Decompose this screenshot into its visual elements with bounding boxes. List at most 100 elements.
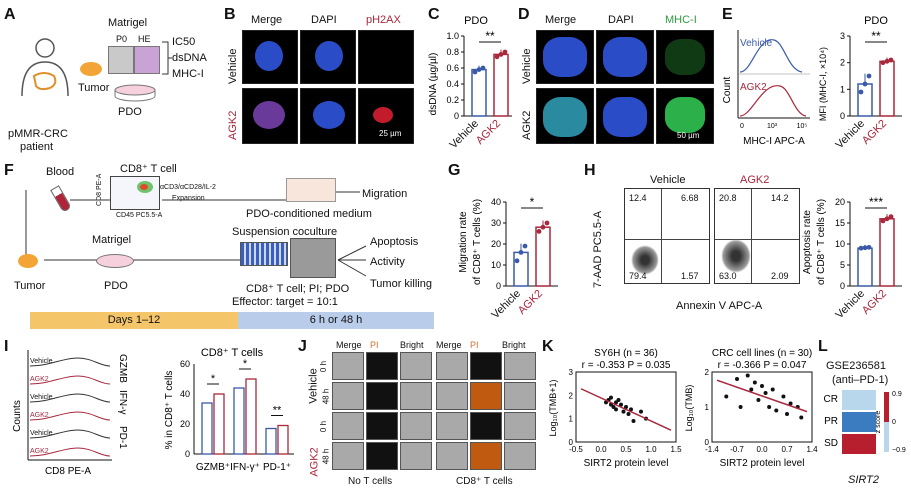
j-image-cell: [436, 382, 468, 410]
j-image-cell: [504, 412, 536, 440]
b-img-dapi-agk2: [300, 88, 356, 144]
j-image-cell: [504, 382, 536, 410]
h-vehicle-title: Vehicle: [650, 174, 686, 186]
l-scale-tick: 0.9: [892, 391, 902, 398]
i-row-label: AGK2: [30, 448, 49, 455]
k-point: [619, 402, 623, 407]
j-with-t-label: CD8⁺ T cells: [456, 476, 513, 487]
k-point: [749, 387, 754, 392]
i-ytick: 40: [180, 389, 190, 399]
readout-dsdna: dsDNA: [172, 52, 207, 64]
f-expansion: Expansion: [172, 195, 205, 202]
y-tick-label: 2: [840, 58, 845, 68]
y-tick-label: 10: [491, 260, 501, 270]
k-frame: [575, 371, 677, 443]
i-category: IFN-γ⁺: [230, 462, 260, 473]
j-col-label: Bright: [400, 340, 424, 350]
i-hist-curve: [29, 357, 111, 367]
l-scale-tick: 0: [892, 419, 896, 426]
h-agk2-q1: 20.8: [719, 193, 737, 203]
k-point: [738, 405, 743, 409]
facs-plot: [110, 176, 160, 210]
f-coculture: Suspension coculture: [232, 226, 338, 238]
d-img-dapi-agk2: [596, 88, 654, 144]
b-img-merge-veh: [242, 30, 298, 84]
k-point: [621, 409, 626, 414]
l-row-label: CR: [824, 394, 838, 405]
data-point: [472, 69, 478, 75]
k-ytick: 3: [569, 368, 574, 377]
h-agk2-q3: 63.0: [719, 271, 737, 281]
y-tick-label: 0.2: [446, 95, 459, 105]
k-point: [785, 412, 789, 416]
readout-mhc1: MHC-I: [172, 68, 204, 80]
j-image-cell: [504, 352, 536, 380]
f-legend: CD8⁺ T cell; PI; PDO: [246, 283, 350, 295]
category-label: AGK2: [860, 118, 889, 147]
k-stats: r = -0.366 P = 0.047: [718, 360, 807, 371]
f-killing: Tumor killing: [370, 278, 432, 290]
k-xtick: 0.7: [781, 445, 793, 454]
k-xlabel: SIRT2 protein level: [584, 458, 669, 469]
readout-ic50: IC50: [172, 36, 196, 48]
k-ytick: 2: [569, 391, 574, 400]
h-agk2-title: AGK2: [740, 174, 770, 186]
j-image-cell: [470, 442, 502, 470]
f-apoptosis: Apoptosis: [370, 236, 419, 248]
k-point: [774, 408, 779, 413]
j-group-vehicle: Vehicle: [307, 368, 320, 404]
i-bar-agk2: [277, 424, 289, 455]
panel-label-l: L: [818, 338, 828, 355]
e-xtick: 10³: [767, 123, 778, 130]
f-pdo: PDO: [104, 280, 128, 292]
j-image-cell: [400, 382, 432, 410]
panel-label-h: H: [584, 162, 596, 179]
f-cd8: CD8⁺ T cell: [120, 163, 177, 175]
e-xtick: 10⁵: [797, 123, 808, 130]
e-ylabel: MFI (MHC-I, ×10⁴): [818, 47, 828, 121]
b-col-dapi: DAPI: [311, 14, 337, 26]
k-point: [614, 407, 618, 412]
b-row-vehicle: Vehicle: [227, 48, 239, 84]
j-image-cell: [332, 442, 364, 470]
y-tick-label: 30: [491, 218, 501, 228]
k-stats: r = -0.353 P = 0.035: [582, 360, 671, 371]
k-xtick: 1.4: [806, 445, 818, 454]
i-row-label: Vehicle: [30, 358, 53, 365]
k-point: [639, 409, 643, 414]
k-frame: [711, 371, 813, 443]
i-ylabel: % in CD8⁺ T cells: [164, 371, 175, 450]
category-label: Vehicle: [834, 288, 868, 322]
sig-label: ***: [869, 195, 883, 209]
k-xtick: -0.5: [569, 445, 583, 454]
y-tick-label: 1.0: [446, 31, 459, 41]
e-xtick: 0: [740, 123, 744, 130]
j-no-t-label: No T cells: [348, 476, 393, 487]
i-bar-vehicle: [265, 427, 277, 455]
k-point: [781, 394, 786, 399]
j-image-cell: [332, 382, 364, 410]
h-facs-vehicle: 12.4 6.68 79.4 1.57: [624, 188, 710, 284]
k-point: [756, 398, 761, 402]
k-xtick: 1.5: [670, 445, 682, 454]
f-antibody: αCD3/αCD28/IL-2: [160, 184, 216, 191]
j-col-label: Merge: [436, 340, 462, 350]
y-tick-label: 0.6: [446, 63, 459, 73]
bar-agk2: [493, 53, 509, 117]
data-point: [858, 245, 864, 251]
y-tick-label: 15: [835, 218, 845, 228]
k-fit-line: [716, 379, 808, 413]
k-point: [788, 401, 793, 406]
p0-label: P0: [116, 34, 128, 44]
k-ytick: 2: [705, 368, 710, 377]
chart-k-right: CRC cell lines (n = 30)r = -0.366 P = 0.…: [684, 348, 818, 469]
i-sig: *: [211, 373, 216, 385]
k-ylabel: Log₁₀(TMB): [684, 385, 694, 432]
l-scale-bar-low: [884, 422, 889, 452]
category-label: Vehicle: [834, 118, 868, 152]
i-bar-vehicle: [201, 402, 213, 455]
histogram-e: Count Vehicle AGK2 0 10³ 10⁵ MHC-I APC-A: [722, 30, 810, 147]
k-ylabel: Log₁₀(TMB+1): [548, 379, 558, 436]
k-point: [767, 405, 772, 409]
